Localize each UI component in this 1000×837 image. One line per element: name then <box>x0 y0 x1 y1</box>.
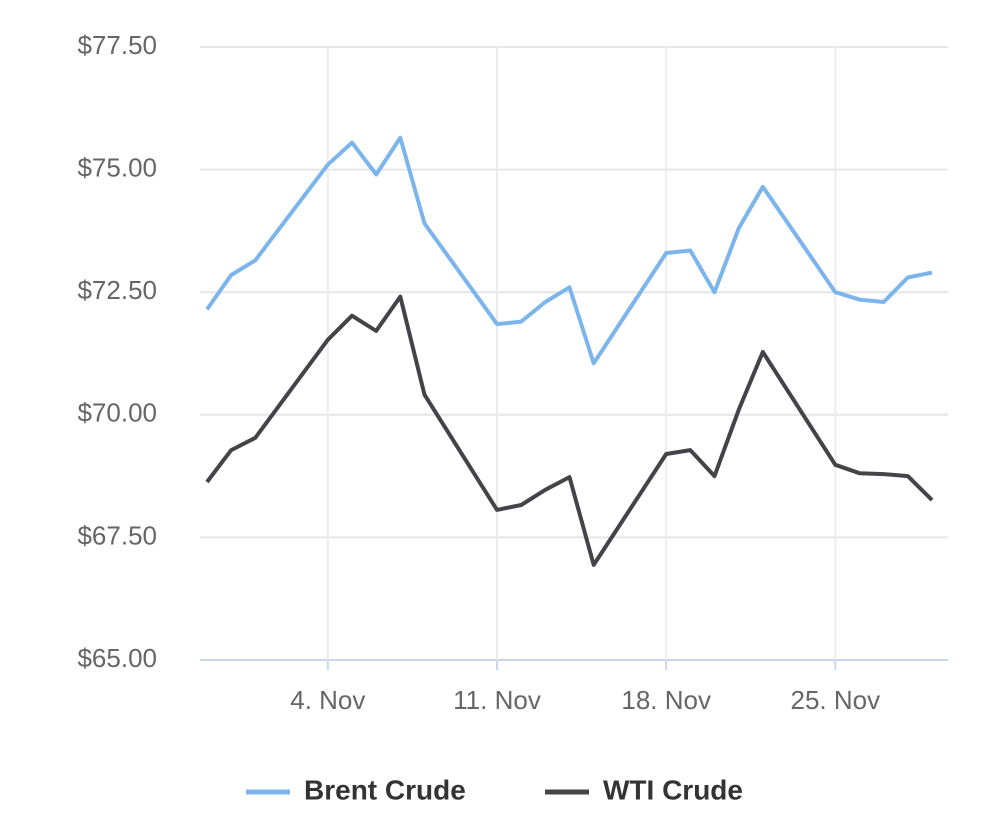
y-tick-label: $75.00 <box>77 152 157 182</box>
y-tick-label: $70.00 <box>77 398 157 428</box>
y-tick-label: $67.50 <box>77 520 157 550</box>
legend-label: WTI Crude <box>603 774 743 805</box>
series-line <box>205 294 934 567</box>
y-tick-label: $77.50 <box>77 30 157 60</box>
legend-label: Brent Crude <box>304 774 466 805</box>
x-tick-label: 25. Nov <box>791 685 881 715</box>
x-tick-label: 4. Nov <box>290 685 365 715</box>
y-tick-label: $65.00 <box>77 643 157 673</box>
series-line <box>205 135 933 366</box>
x-tick-label: 18. Nov <box>621 685 711 715</box>
y-tick-label: $72.50 <box>77 275 157 305</box>
x-tick-label: 11. Nov <box>453 685 541 715</box>
